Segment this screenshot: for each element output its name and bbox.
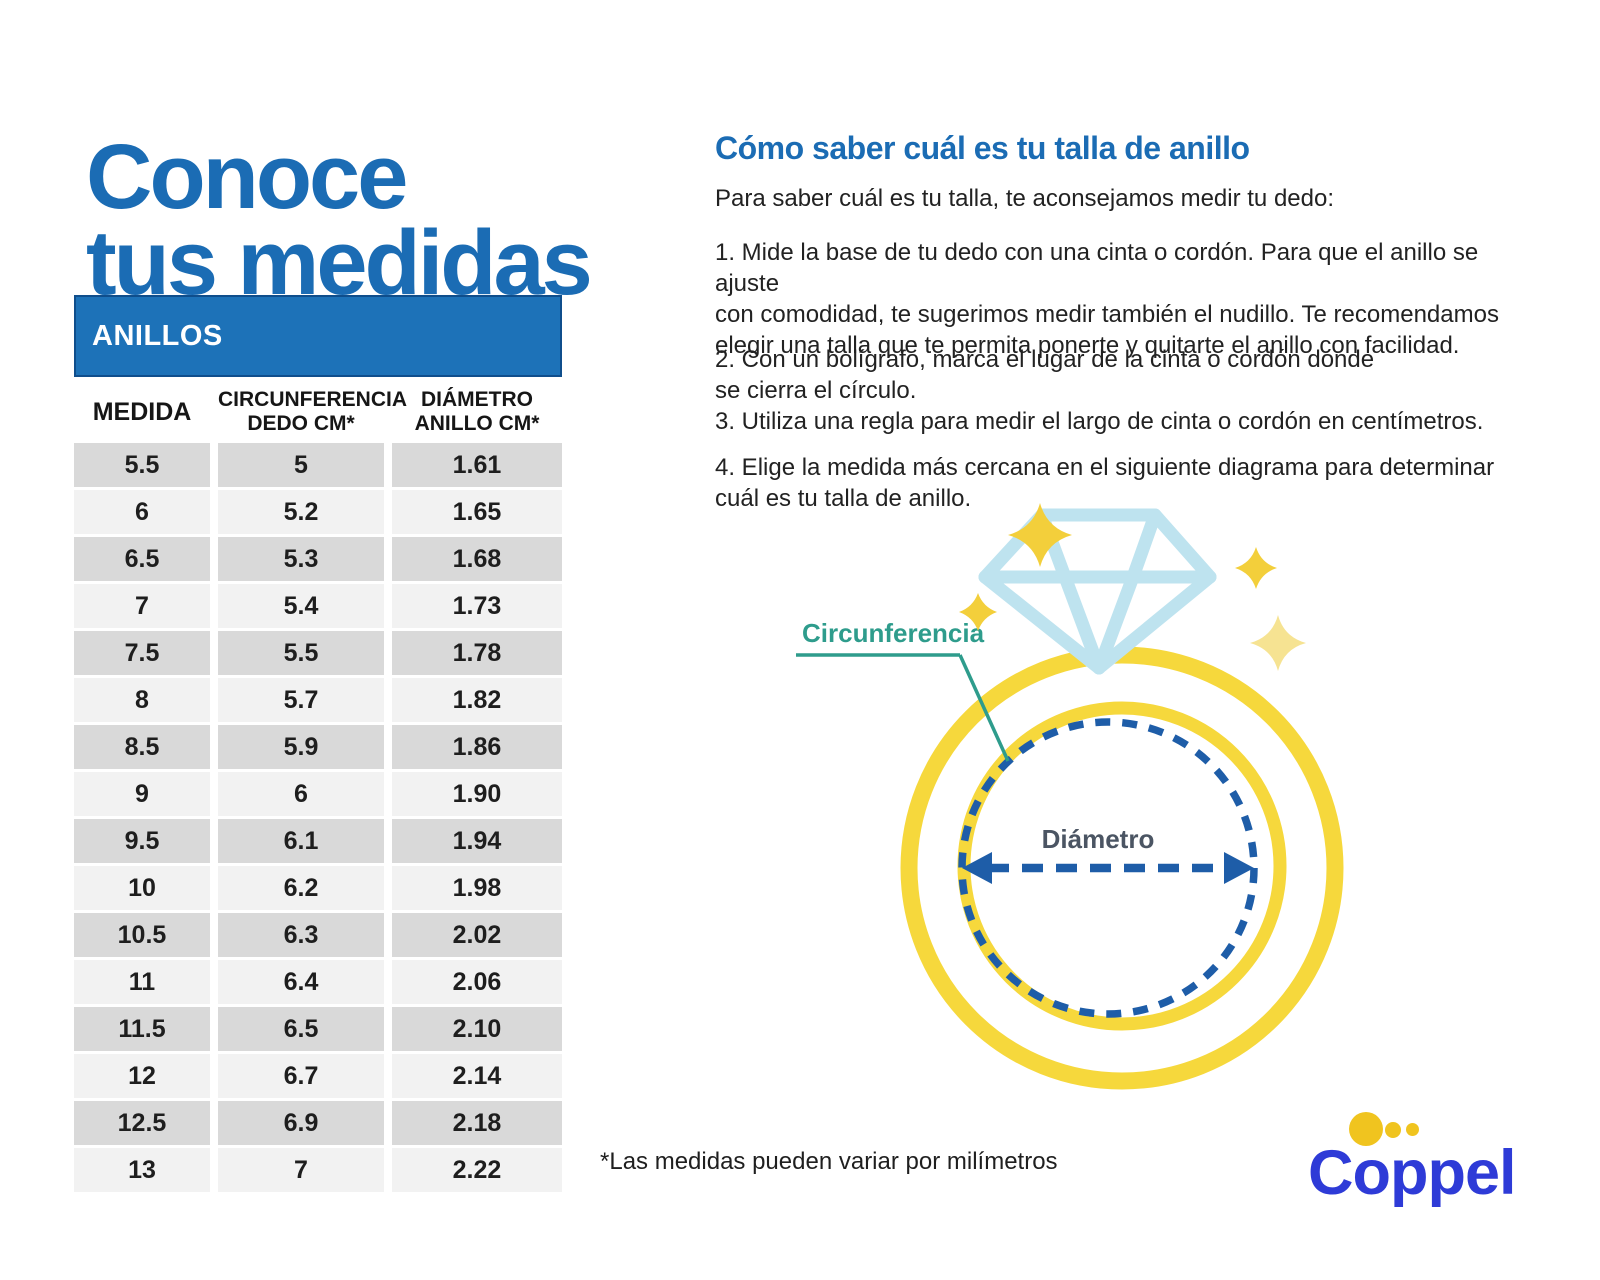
table-cell: 2.06 bbox=[392, 960, 562, 1004]
footnote: *Las medidas pueden variar por milímetro… bbox=[600, 1148, 1058, 1175]
column-header-circunferencia: CIRCUNFERENCIA DEDO CM* bbox=[218, 388, 407, 435]
table-cell: 7.5 bbox=[74, 631, 210, 675]
table-cell: 9.5 bbox=[74, 819, 210, 863]
table-row: 8 5.7 1.82 bbox=[74, 678, 562, 722]
table-cell: 12.5 bbox=[74, 1101, 210, 1145]
table-cell: 1.68 bbox=[392, 537, 562, 581]
table-body: 5.5 5 1.61 6 5.2 1.65 6.5 5.3 1.68 7 5.4 1.73 7.5 5.5… bbox=[74, 443, 562, 1192]
howto-step-2: 2. Con un bolígrafo, marca el lugar de l… bbox=[715, 346, 1375, 404]
page-title: Conoce tus medidas bbox=[86, 125, 593, 315]
table-cell: 1.98 bbox=[392, 866, 562, 910]
howto-heading: Cómo saber cuál es tu talla de anillo bbox=[715, 130, 1250, 166]
table-row: 12 6.7 2.14 bbox=[74, 1054, 562, 1098]
table-cell: 6 bbox=[74, 490, 210, 534]
table-cell: 6.5 bbox=[74, 537, 210, 581]
table-row: 6.5 5.3 1.68 bbox=[74, 537, 562, 581]
table-cell: 11.5 bbox=[74, 1007, 210, 1051]
table-row: 8.5 5.9 1.86 bbox=[74, 725, 562, 769]
table-cell: 13 bbox=[74, 1148, 210, 1192]
table-row: 7 5.4 1.73 bbox=[74, 584, 562, 628]
table-row: 9.5 6.1 1.94 bbox=[74, 819, 562, 863]
table-cell: 10.5 bbox=[74, 913, 210, 957]
table-cell: 1.73 bbox=[392, 584, 562, 628]
table-row: 10.5 6.3 2.02 bbox=[74, 913, 562, 957]
ring-diagram: Diámetro Circunferencia bbox=[796, 503, 1344, 1090]
table-cell: 6 bbox=[218, 772, 384, 816]
table-cell: 5.7 bbox=[218, 678, 384, 722]
table-cell: 5 bbox=[218, 443, 384, 487]
table-cell: 8.5 bbox=[74, 725, 210, 769]
page-title-line2: tus medidas bbox=[86, 212, 593, 315]
table-cell: 2.14 bbox=[392, 1054, 562, 1098]
circumference-pointer-line bbox=[796, 653, 1010, 762]
howto-step-1: 1. Mide la base de tu dedo con una cinta… bbox=[715, 239, 1499, 359]
table-title-bar: ANILLOS bbox=[74, 295, 562, 377]
table-cell: 6.9 bbox=[218, 1101, 384, 1145]
logo-dot-small-icon bbox=[1406, 1123, 1419, 1136]
table-cell: 2.02 bbox=[392, 913, 562, 957]
table-title: ANILLOS bbox=[92, 319, 223, 352]
logo-dot-medium-icon bbox=[1385, 1122, 1401, 1138]
table-row: 13 7 2.22 bbox=[74, 1148, 562, 1192]
table-cell: 5.4 bbox=[218, 584, 384, 628]
table-cell: 5.5 bbox=[218, 631, 384, 675]
table-cell: 6.1 bbox=[218, 819, 384, 863]
table-cell: 6.5 bbox=[218, 1007, 384, 1051]
table-cell: 1.94 bbox=[392, 819, 562, 863]
table-cell: 1.61 bbox=[392, 443, 562, 487]
table-cell: 7 bbox=[74, 584, 210, 628]
table-row: 10 6.2 1.98 bbox=[74, 866, 562, 910]
table-cell: 1.82 bbox=[392, 678, 562, 722]
table-cell: 2.18 bbox=[392, 1101, 562, 1145]
table-cell: 5.5 bbox=[74, 443, 210, 487]
table-row: 11 6.4 2.06 bbox=[74, 960, 562, 1004]
table-row: 6 5.2 1.65 bbox=[74, 490, 562, 534]
howto-intro: Para saber cuál es tu talla, te aconseja… bbox=[715, 185, 1335, 212]
table-row: 5.5 5 1.61 bbox=[74, 443, 562, 487]
table-cell: 6.2 bbox=[218, 866, 384, 910]
table-cell: 6.4 bbox=[218, 960, 384, 1004]
diameter-label: Diámetro bbox=[1042, 824, 1155, 854]
coppel-logo: Coppel bbox=[1300, 1085, 1520, 1215]
diameter-arrow-icon bbox=[962, 852, 1254, 884]
table-cell: 1.65 bbox=[392, 490, 562, 534]
howto-step-4: 4. Elige la medida más cercana en el sig… bbox=[715, 454, 1495, 512]
table-cell: 6.7 bbox=[218, 1054, 384, 1098]
table-cell: 7 bbox=[218, 1148, 384, 1192]
table-row: 9 6 1.90 bbox=[74, 772, 562, 816]
logo-wordmark: Coppel bbox=[1308, 1138, 1516, 1208]
howto-step-3: 3. Utiliza una regla para medir el largo… bbox=[715, 408, 1484, 435]
table-row: 12.5 6.9 2.18 bbox=[74, 1101, 562, 1145]
page-title-line1: Conoce bbox=[86, 125, 408, 228]
table-cell: 5.2 bbox=[218, 490, 384, 534]
ring-size-table: ANILLOS MEDIDA CIRCUNFERENCIA DEDO CM* D… bbox=[74, 295, 562, 1195]
logo-dot-large-icon bbox=[1349, 1112, 1383, 1146]
column-header-diametro: DIÁMETRO ANILLO CM* bbox=[414, 388, 540, 435]
table-column-headers: MEDIDA CIRCUNFERENCIA DEDO CM* DIÁMETRO … bbox=[74, 385, 562, 439]
table-cell: 12 bbox=[74, 1054, 210, 1098]
table-cell: 6.3 bbox=[218, 913, 384, 957]
table-row: 7.5 5.5 1.78 bbox=[74, 631, 562, 675]
table-cell: 2.10 bbox=[392, 1007, 562, 1051]
column-header-medida: MEDIDA bbox=[92, 398, 192, 426]
table-cell: 1.78 bbox=[392, 631, 562, 675]
table-cell: 5.3 bbox=[218, 537, 384, 581]
circumference-label: Circunferencia bbox=[802, 618, 985, 648]
table-cell: 5.9 bbox=[218, 725, 384, 769]
table-cell: 11 bbox=[74, 960, 210, 1004]
table-cell: 1.86 bbox=[392, 725, 562, 769]
table-cell: 10 bbox=[74, 866, 210, 910]
table-cell: 9 bbox=[74, 772, 210, 816]
table-cell: 1.90 bbox=[392, 772, 562, 816]
table-cell: 8 bbox=[74, 678, 210, 722]
table-row: 11.5 6.5 2.10 bbox=[74, 1007, 562, 1051]
table-cell: 2.22 bbox=[392, 1148, 562, 1192]
sparkle-icons bbox=[959, 503, 1306, 671]
